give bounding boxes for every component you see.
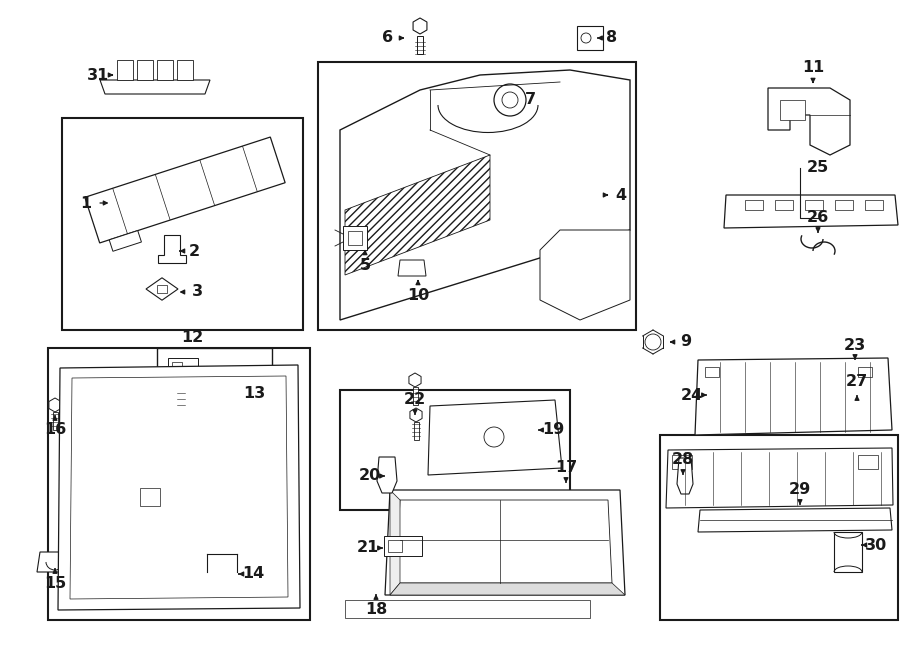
Bar	[858, 367, 872, 377]
Bar	[172, 362, 182, 370]
Bar	[780, 100, 805, 120]
Polygon shape	[390, 583, 625, 595]
Polygon shape	[698, 508, 892, 532]
Text: 11: 11	[802, 61, 824, 75]
Polygon shape	[695, 358, 892, 435]
Bar	[343, 226, 367, 250]
Text: 22: 22	[404, 393, 426, 407]
Bar	[577, 26, 603, 50]
Polygon shape	[100, 80, 210, 94]
Polygon shape	[428, 400, 562, 475]
Bar	[177, 60, 193, 80]
Circle shape	[581, 33, 591, 43]
Polygon shape	[58, 365, 300, 610]
Text: 7: 7	[525, 93, 535, 108]
Bar	[348, 231, 362, 245]
Text: 16: 16	[44, 422, 66, 438]
Bar	[417, 36, 423, 54]
Circle shape	[494, 84, 526, 116]
Text: 20: 20	[359, 469, 381, 483]
Text: 2: 2	[188, 243, 200, 258]
Bar	[705, 367, 719, 377]
Text: 13: 13	[243, 385, 266, 401]
Polygon shape	[540, 230, 630, 320]
Polygon shape	[768, 88, 850, 155]
Text: 14: 14	[242, 566, 264, 582]
Text: 8: 8	[607, 30, 617, 46]
Circle shape	[484, 427, 504, 447]
Polygon shape	[666, 448, 893, 508]
Bar	[48, 348, 310, 620]
Polygon shape	[724, 195, 898, 228]
Polygon shape	[37, 552, 73, 572]
Polygon shape	[49, 398, 61, 412]
Bar	[835, 200, 853, 210]
Polygon shape	[158, 235, 186, 263]
Bar	[117, 60, 133, 80]
Polygon shape	[377, 457, 397, 493]
Bar	[62, 118, 303, 330]
Text: 18: 18	[364, 602, 387, 617]
Bar	[168, 358, 198, 378]
Text: 26: 26	[807, 210, 829, 225]
Bar	[85, 137, 285, 243]
Text: 19: 19	[542, 422, 564, 438]
Bar	[318, 62, 636, 330]
Text: 24: 24	[681, 387, 703, 403]
Bar	[157, 60, 173, 80]
Circle shape	[502, 92, 518, 108]
Text: 4: 4	[616, 188, 626, 202]
Text: 21: 21	[357, 541, 379, 555]
Bar	[413, 422, 418, 440]
Bar	[834, 532, 862, 572]
Bar	[175, 390, 187, 412]
Bar	[672, 455, 692, 469]
Text: 10: 10	[407, 288, 429, 303]
Polygon shape	[677, 458, 693, 494]
Text: 31: 31	[87, 67, 109, 83]
Bar	[157, 285, 167, 293]
Text: 12: 12	[181, 330, 203, 346]
Bar	[865, 200, 883, 210]
Text: 27: 27	[846, 375, 868, 389]
Bar	[345, 600, 590, 618]
Text: 17: 17	[555, 461, 577, 475]
Bar	[340, 390, 570, 510]
Polygon shape	[146, 278, 178, 300]
Bar	[140, 488, 160, 506]
Bar	[52, 412, 58, 430]
Bar	[157, 348, 272, 435]
Polygon shape	[396, 500, 612, 583]
Text: 5: 5	[359, 258, 371, 272]
Polygon shape	[70, 376, 288, 599]
Bar	[137, 60, 153, 80]
Bar	[388, 540, 402, 552]
Text: 29: 29	[789, 483, 811, 498]
Polygon shape	[340, 70, 630, 320]
Text: 1: 1	[80, 196, 92, 210]
Text: 3: 3	[192, 284, 202, 299]
Polygon shape	[413, 18, 427, 34]
Polygon shape	[385, 490, 625, 595]
Text: 25: 25	[807, 161, 829, 176]
Bar	[775, 200, 793, 210]
Text: 9: 9	[680, 334, 691, 350]
Polygon shape	[390, 490, 400, 595]
Text: 28: 28	[672, 453, 694, 467]
Bar	[412, 387, 418, 405]
Text: 23: 23	[844, 338, 866, 352]
Text: 6: 6	[382, 30, 393, 46]
Text: 30: 30	[865, 537, 887, 553]
Bar	[109, 231, 141, 251]
Bar	[660, 435, 898, 620]
Polygon shape	[409, 373, 421, 387]
Polygon shape	[410, 408, 422, 422]
Bar	[384, 536, 422, 556]
Polygon shape	[398, 260, 426, 276]
Bar	[805, 200, 823, 210]
Circle shape	[645, 334, 661, 350]
Bar	[858, 455, 878, 469]
Text: 15: 15	[44, 576, 66, 590]
Bar	[745, 200, 763, 210]
